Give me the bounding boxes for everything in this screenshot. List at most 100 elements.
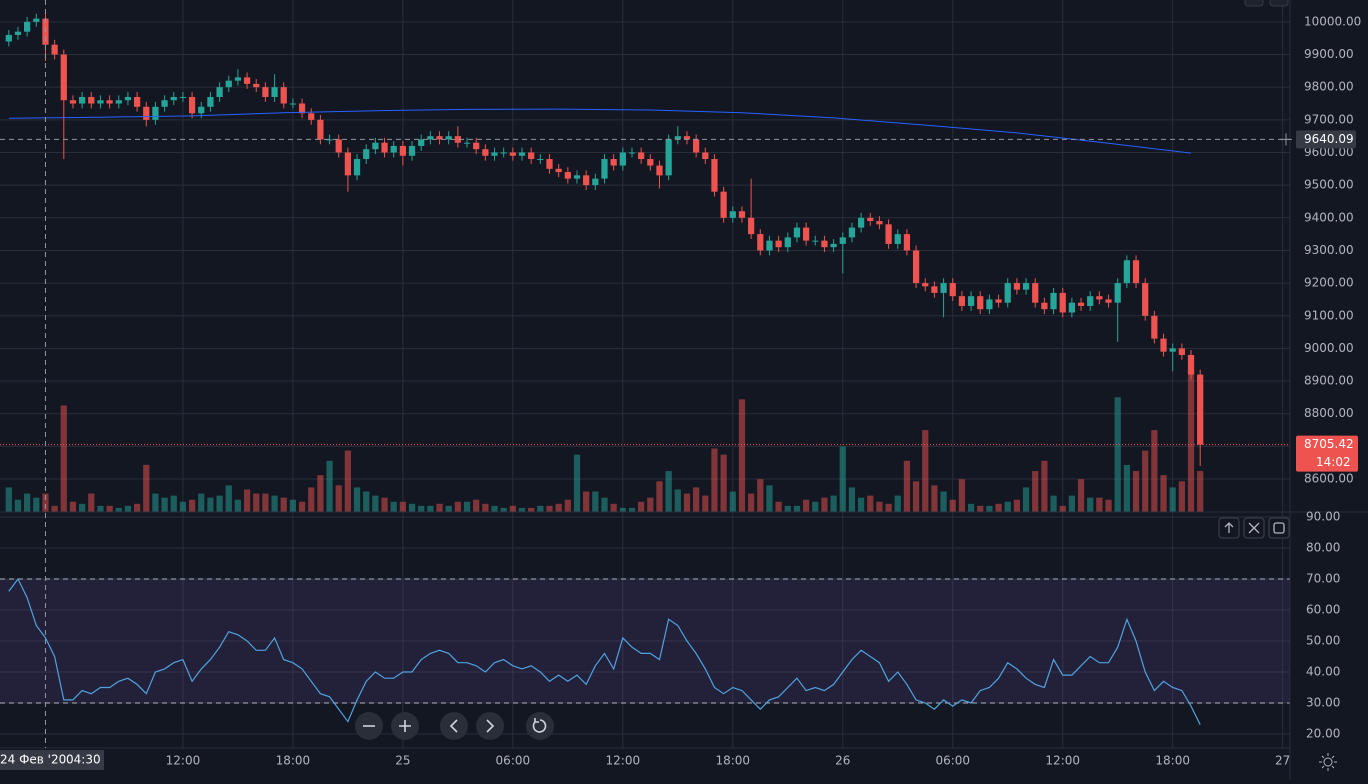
- volume-bar: [188, 499, 196, 512]
- candle-body: [225, 80, 232, 88]
- candle-body: [1004, 283, 1011, 303]
- volume-bar: [1050, 495, 1057, 512]
- candle-body: [115, 100, 122, 104]
- candle-body: [473, 142, 480, 150]
- volume-bar: [555, 503, 562, 512]
- volume-bar: [1041, 460, 1048, 512]
- volume-bar: [88, 493, 95, 512]
- volume-bar: [51, 505, 58, 512]
- volume-bar: [665, 471, 672, 512]
- volume-bar: [1160, 475, 1167, 512]
- settings-button[interactable]: [1319, 753, 1337, 771]
- scroll-right-button[interactable]: [476, 712, 504, 740]
- candle-body: [262, 87, 269, 97]
- candle-body: [1151, 315, 1158, 339]
- volume-bar: [408, 503, 416, 512]
- volume-bar: [573, 454, 581, 512]
- volume-bar: [518, 507, 526, 512]
- volume-bar: [922, 430, 929, 512]
- volume-bar: [940, 491, 947, 512]
- candle-body: [555, 168, 562, 173]
- x-tick-label: 12:00: [606, 754, 641, 768]
- volume-bar: [995, 503, 1002, 512]
- button[interactable]: [1244, 0, 1264, 7]
- volume-bar: [78, 503, 86, 512]
- volume-bar: [353, 487, 361, 512]
- candle-body: [1022, 283, 1030, 290]
- candle-body: [198, 106, 205, 114]
- volume-bar: [216, 495, 223, 512]
- candle-body: [280, 87, 287, 104]
- volume-bar: [418, 505, 425, 512]
- candle-body: [445, 136, 452, 140]
- candle-body: [1160, 338, 1167, 352]
- candle-body: [674, 136, 681, 140]
- candle-body: [757, 234, 764, 251]
- y-tick-label: 9700.00: [1304, 112, 1354, 126]
- maximize-button[interactable]: [1268, 517, 1290, 539]
- x-tick-label: 26: [835, 754, 850, 768]
- candle-body: [977, 296, 984, 310]
- volume-bar: [207, 497, 214, 512]
- candle-body: [592, 178, 599, 186]
- candle-body: [711, 159, 718, 192]
- candle-body: [876, 221, 883, 225]
- candle-body: [894, 234, 901, 244]
- grid: [0, 0, 1290, 748]
- volume-bar: [711, 448, 718, 512]
- candle-body: [775, 240, 782, 248]
- candle-body: [702, 152, 709, 160]
- candle-body: [848, 227, 856, 238]
- crosshair-date-label: 24 Фев '20: [0, 753, 66, 767]
- volume-bar: [152, 493, 159, 512]
- candle-body: [482, 149, 489, 156]
- candle-body: [1197, 374, 1204, 445]
- candle-body: [317, 119, 324, 140]
- candle-body: [958, 296, 966, 306]
- x-tick-label: 06:00: [935, 754, 970, 768]
- candle-body: [912, 250, 920, 284]
- candle-body: [537, 159, 544, 161]
- volume-bar: [986, 505, 993, 512]
- volume-bar: [1151, 430, 1158, 512]
- candle-body: [1114, 283, 1121, 303]
- volume-bar: [967, 503, 975, 512]
- volume-bar: [344, 450, 352, 512]
- candle-body: [390, 145, 397, 153]
- candle-body: [610, 159, 617, 166]
- volume-bar: [748, 493, 755, 512]
- candle-body: [656, 165, 663, 176]
- volume-bar: [482, 503, 489, 512]
- volume-bar: [427, 505, 434, 512]
- y-tick-label: 8600.00: [1304, 472, 1354, 486]
- volume-bar: [436, 503, 443, 512]
- scroll-left-button[interactable]: [440, 712, 468, 740]
- candle-body: [344, 152, 352, 176]
- x-tick-label: 06:00: [496, 754, 531, 768]
- countdown-label: 14:02: [1316, 455, 1351, 469]
- candle-body: [683, 136, 691, 140]
- volume-bar: [738, 399, 746, 512]
- crosshair-price-label: 9640.09: [1304, 132, 1354, 146]
- candle-body: [418, 139, 425, 146]
- volume-bar: [1114, 397, 1121, 512]
- candle-body: [967, 296, 975, 306]
- volume-bar: [958, 479, 966, 512]
- volume-bar: [647, 497, 654, 512]
- candle-body: [729, 211, 736, 218]
- crosshair-time-label: 04:30: [66, 753, 101, 767]
- volume-bar: [839, 446, 846, 512]
- volume-bar: [720, 454, 727, 512]
- button[interactable]: [1269, 0, 1289, 7]
- candle-body: [308, 113, 315, 120]
- volume-bar: [473, 499, 480, 512]
- volume-bar: [601, 497, 608, 512]
- candle-body: [903, 234, 911, 251]
- volume-bar: [1032, 471, 1039, 512]
- candle-body: [1077, 302, 1085, 306]
- reset-button[interactable]: [526, 712, 554, 740]
- candle-body: [436, 136, 443, 140]
- volume-bar: [115, 507, 122, 512]
